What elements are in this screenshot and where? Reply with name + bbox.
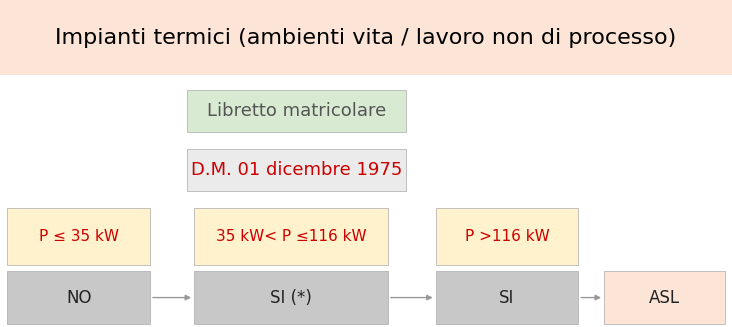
Text: NO: NO	[66, 288, 92, 307]
Text: SI: SI	[499, 288, 515, 307]
FancyBboxPatch shape	[436, 271, 578, 324]
Text: 35 kW< P ≤116 kW: 35 kW< P ≤116 kW	[216, 229, 366, 244]
FancyBboxPatch shape	[7, 271, 150, 324]
FancyBboxPatch shape	[187, 90, 406, 132]
FancyBboxPatch shape	[7, 208, 150, 265]
Text: P >116 kW: P >116 kW	[465, 229, 549, 244]
FancyBboxPatch shape	[604, 271, 725, 324]
FancyBboxPatch shape	[187, 149, 406, 191]
Text: ASL: ASL	[649, 288, 680, 307]
FancyBboxPatch shape	[194, 208, 388, 265]
Text: P ≤ 35 kW: P ≤ 35 kW	[39, 229, 119, 244]
Text: Impianti termici (ambienti vita / lavoro non di processo): Impianti termici (ambienti vita / lavoro…	[56, 27, 676, 48]
Text: SI (*): SI (*)	[270, 288, 312, 307]
FancyBboxPatch shape	[436, 208, 578, 265]
Text: D.M. 01 dicembre 1975: D.M. 01 dicembre 1975	[191, 161, 402, 179]
FancyBboxPatch shape	[194, 271, 388, 324]
FancyBboxPatch shape	[0, 0, 732, 75]
Text: Libretto matricolare: Libretto matricolare	[207, 102, 386, 120]
